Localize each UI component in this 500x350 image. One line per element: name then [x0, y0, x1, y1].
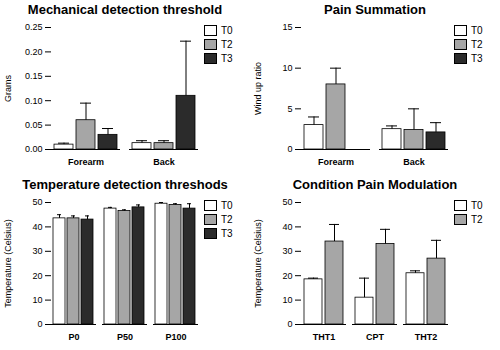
- svg-text:10: 10: [32, 295, 42, 305]
- html-text:T3: T3: [221, 53, 233, 64]
- svg-text:0: 0: [37, 319, 42, 329]
- svg-text:0.25: 0.25: [25, 22, 43, 32]
- svg-text:0.10: 0.10: [25, 96, 43, 106]
- html-text:Condition Pain Modulation: Condition Pain Modulation: [292, 177, 458, 192]
- html-text:T0: T0: [221, 200, 233, 211]
- svg-text:30: 30: [282, 246, 292, 256]
- svg-text:Wind up ratio: Wind up ratio: [253, 62, 263, 115]
- svg-text:P100: P100: [165, 332, 186, 342]
- svg-text:P50: P50: [117, 332, 133, 342]
- svg-text:CPT: CPT: [366, 332, 385, 342]
- svg-text:Temperature (Celsius): Temperature (Celsius): [3, 219, 13, 308]
- svg-text:0.05: 0.05: [25, 120, 43, 130]
- svg-text:30: 30: [32, 246, 42, 256]
- svg-text:50: 50: [32, 197, 42, 207]
- html-text:T2: T2: [221, 39, 233, 50]
- html-text:T0: T0: [221, 25, 233, 36]
- html-text:T3: T3: [221, 228, 233, 239]
- html-text:T3: T3: [471, 53, 483, 64]
- html-text:Mechanical detection threshold: Mechanical detection threshold: [27, 2, 223, 17]
- svg-text:Grams: Grams: [3, 75, 13, 103]
- html-text:T2: T2: [471, 214, 483, 225]
- svg-text:Temperature (Celsius): Temperature (Celsius): [253, 219, 263, 308]
- html-text:T2: T2: [221, 214, 233, 225]
- svg-text:0: 0: [287, 319, 292, 329]
- html-text:Pain Summation: Pain Summation: [324, 2, 426, 17]
- svg-text:THT2: THT2: [415, 332, 438, 342]
- svg-text:10: 10: [282, 63, 292, 73]
- svg-text:P0: P0: [68, 332, 79, 342]
- svg-text:40: 40: [282, 222, 292, 232]
- svg-text:Forearm: Forearm: [318, 157, 354, 167]
- svg-text:THT1: THT1: [313, 332, 336, 342]
- html-text:T0: T0: [471, 200, 483, 211]
- svg-text:Forearm: Forearm: [68, 157, 104, 167]
- html-text:T0: T0: [471, 25, 483, 36]
- svg-text:15: 15: [282, 22, 292, 32]
- svg-text:0.15: 0.15: [25, 71, 43, 81]
- svg-text:Back: Back: [403, 157, 426, 167]
- svg-text:50: 50: [282, 197, 292, 207]
- svg-text:Back: Back: [153, 157, 176, 167]
- svg-text:0.20: 0.20: [25, 47, 43, 57]
- html-text:T2: T2: [471, 39, 483, 50]
- svg-text:40: 40: [32, 222, 42, 232]
- svg-text:0.00: 0.00: [25, 144, 43, 154]
- svg-text:20: 20: [282, 271, 292, 281]
- svg-text:5: 5: [287, 104, 292, 114]
- svg-text:20: 20: [32, 271, 42, 281]
- html-text:Temperature detection threshod: Temperature detection threshods: [22, 177, 228, 192]
- svg-text:0: 0: [287, 144, 292, 154]
- svg-text:10: 10: [282, 295, 292, 305]
